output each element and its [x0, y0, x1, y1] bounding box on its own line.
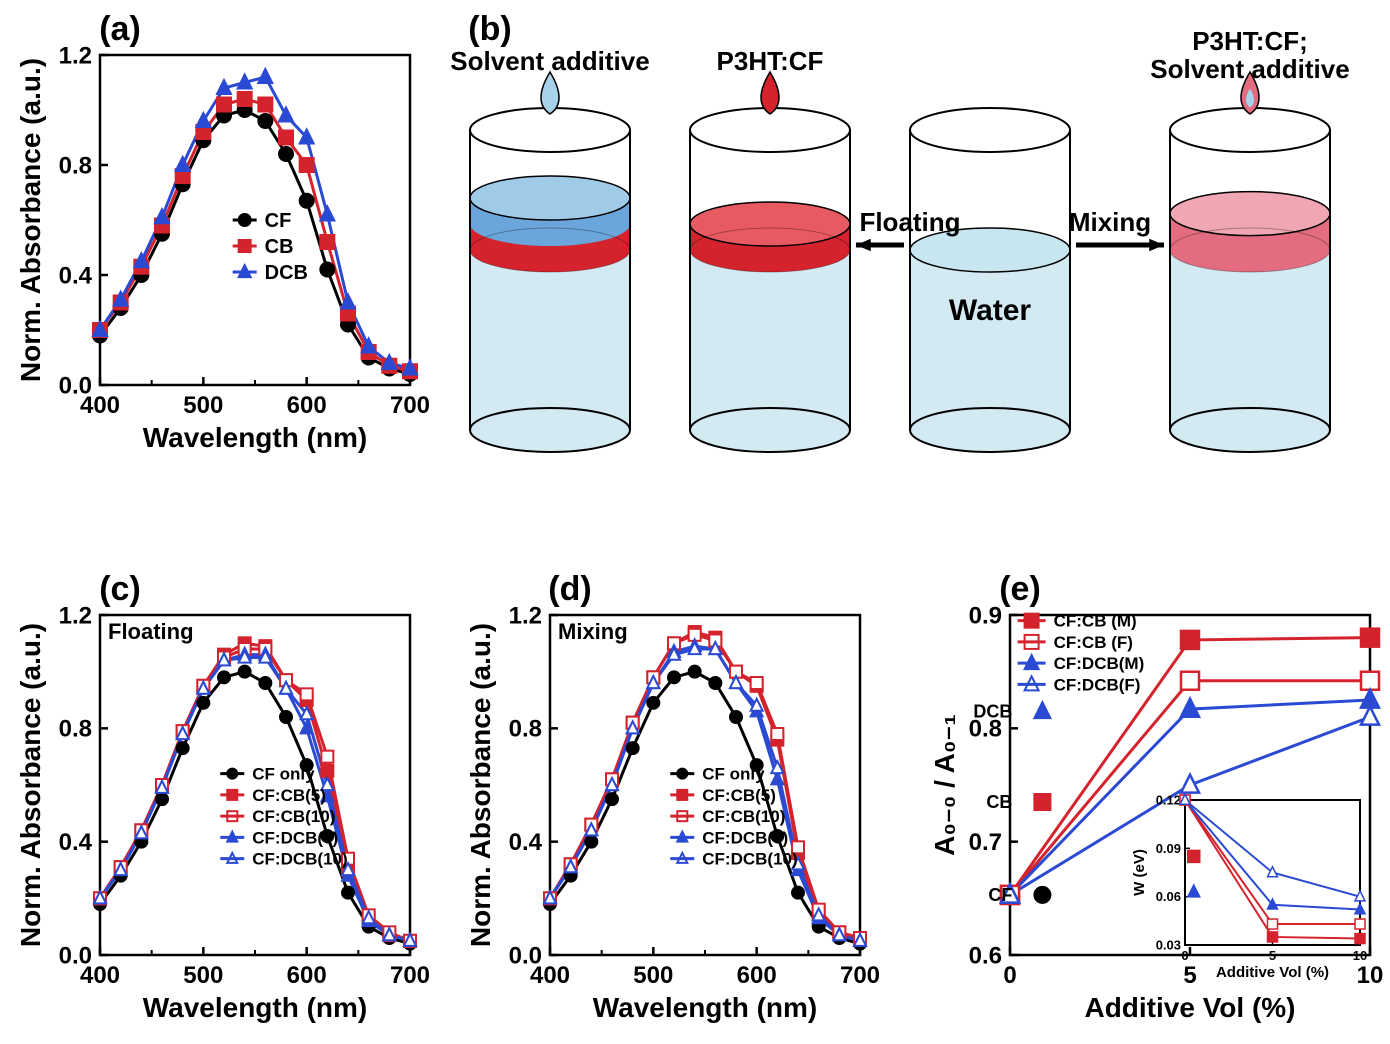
svg-text:5: 5 [1183, 962, 1196, 989]
svg-text:Solvent additive: Solvent additive [1150, 54, 1349, 84]
svg-text:10: 10 [1353, 948, 1367, 963]
svg-text:CB: CB [265, 236, 294, 258]
svg-text:Wavelength (nm): Wavelength (nm) [593, 992, 818, 1023]
svg-text:Wavelength (nm): Wavelength (nm) [143, 992, 368, 1023]
svg-text:0.7: 0.7 [969, 829, 1002, 856]
panel-a: (a)4005006007000.00.40.81.2Wavelength (n… [0, 0, 430, 470]
svg-text:CF: CF [265, 210, 292, 232]
svg-text:500: 500 [183, 392, 223, 419]
panel-a-svg: (a)4005006007000.00.40.81.2Wavelength (n… [0, 0, 430, 470]
svg-text:CF:CB (F): CF:CB (F) [1054, 633, 1133, 652]
panel-e-svg: (e)05100.60.70.80.9Additive Vol (%)A₀₋₀ … [910, 560, 1390, 1044]
svg-text:CB: CB [986, 792, 1012, 812]
svg-text:700: 700 [840, 962, 880, 989]
svg-text:700: 700 [390, 392, 430, 419]
svg-text:500: 500 [633, 962, 673, 989]
svg-text:0.6: 0.6 [969, 942, 1002, 969]
svg-text:1.2: 1.2 [59, 42, 92, 69]
panel-c-svg: (c)4005006007000.00.40.81.2Wavelength (n… [0, 560, 430, 1044]
svg-text:600: 600 [737, 962, 777, 989]
svg-text:W (eV): W (eV) [1131, 849, 1148, 896]
svg-text:DCB: DCB [973, 701, 1012, 721]
svg-text:0.4: 0.4 [509, 829, 543, 856]
svg-text:CF:DCB(10): CF:DCB(10) [252, 850, 347, 869]
panel-b-svg: (b)Solvent additiveP3HT:CFWaterP3HT:CF;S… [430, 0, 1390, 470]
svg-text:CF:CB(5): CF:CB(5) [702, 786, 776, 805]
svg-text:CF:DCB(M): CF:DCB(M) [1054, 654, 1145, 673]
svg-text:Water: Water [949, 294, 1032, 327]
svg-text:Mixing: Mixing [1069, 207, 1151, 237]
svg-text:CF:CB(10): CF:CB(10) [252, 807, 335, 826]
svg-text:10: 10 [1357, 962, 1384, 989]
svg-text:0.0: 0.0 [59, 372, 92, 399]
svg-text:P3HT:CF: P3HT:CF [717, 46, 824, 76]
svg-text:500: 500 [183, 962, 223, 989]
svg-text:CF only: CF only [252, 765, 315, 784]
svg-text:A₀₋₀ / A₀₋₁: A₀₋₀ / A₀₋₁ [929, 714, 960, 856]
svg-text:(e): (e) [999, 570, 1041, 608]
svg-text:0.06: 0.06 [1156, 889, 1181, 904]
svg-text:0.0: 0.0 [509, 942, 542, 969]
full-figure: (a)4005006007000.00.40.81.2Wavelength (n… [0, 0, 1390, 1044]
svg-text:0.09: 0.09 [1156, 841, 1181, 856]
svg-text:1.2: 1.2 [509, 602, 542, 629]
svg-text:CF:CB (M): CF:CB (M) [1054, 612, 1137, 631]
svg-text:CF:DCB(5): CF:DCB(5) [252, 828, 338, 847]
svg-text:CF: CF [988, 885, 1012, 905]
svg-text:CF only: CF only [702, 765, 765, 784]
svg-text:Mixing: Mixing [558, 619, 628, 644]
svg-text:Additive Vol (%): Additive Vol (%) [1216, 964, 1329, 981]
svg-text:0.9: 0.9 [969, 602, 1002, 629]
svg-text:Norm. Absorbance (a.u.): Norm. Absorbance (a.u.) [465, 623, 496, 947]
svg-text:0.8: 0.8 [59, 152, 92, 179]
panel-b: (b)Solvent additiveP3HT:CFWaterP3HT:CF;S… [430, 0, 1390, 470]
svg-text:(a): (a) [99, 10, 141, 48]
svg-text:600: 600 [287, 962, 327, 989]
svg-text:Floating: Floating [108, 619, 194, 644]
svg-text:0.8: 0.8 [509, 716, 542, 743]
svg-text:Solvent additive: Solvent additive [450, 46, 649, 76]
svg-text:(b): (b) [468, 10, 511, 48]
panel-d: (d)4005006007000.00.40.81.2Wavelength (n… [450, 560, 880, 1044]
svg-text:0.0: 0.0 [59, 942, 92, 969]
svg-text:Norm. Absorbance (a.u.): Norm. Absorbance (a.u.) [15, 623, 46, 947]
svg-text:0.12: 0.12 [1156, 793, 1181, 808]
svg-text:(c): (c) [99, 570, 141, 608]
svg-text:Floating: Floating [859, 207, 960, 237]
panel-d-svg: (d)4005006007000.00.40.81.2Wavelength (n… [450, 560, 880, 1044]
svg-text:Additive Vol (%): Additive Vol (%) [1084, 992, 1295, 1023]
svg-text:600: 600 [287, 392, 327, 419]
svg-text:Norm. Absorbance (a.u.): Norm. Absorbance (a.u.) [15, 58, 46, 382]
svg-text:CF:DCB(5): CF:DCB(5) [702, 828, 788, 847]
svg-text:5: 5 [1269, 948, 1276, 963]
svg-text:1.2: 1.2 [59, 602, 92, 629]
svg-text:Wavelength (nm): Wavelength (nm) [143, 422, 368, 453]
svg-text:CF:CB(10): CF:CB(10) [702, 807, 785, 826]
svg-text:(d): (d) [548, 570, 591, 608]
svg-text:0.4: 0.4 [59, 262, 93, 289]
svg-text:0.8: 0.8 [59, 716, 92, 743]
svg-text:0: 0 [1003, 962, 1016, 989]
panel-c: (c)4005006007000.00.40.81.2Wavelength (n… [0, 560, 430, 1044]
svg-text:DCB: DCB [265, 262, 308, 284]
svg-text:700: 700 [390, 962, 430, 989]
panel-e: (e)05100.60.70.80.9Additive Vol (%)A₀₋₀ … [910, 560, 1390, 1044]
svg-text:CF:DCB(10): CF:DCB(10) [702, 850, 797, 869]
svg-text:0.4: 0.4 [59, 829, 93, 856]
svg-text:0: 0 [1181, 948, 1188, 963]
svg-text:0.03: 0.03 [1156, 938, 1181, 953]
svg-text:CF:CB(5): CF:CB(5) [252, 786, 326, 805]
svg-text:CF:DCB(F): CF:DCB(F) [1054, 675, 1141, 694]
svg-text:P3HT:CF;: P3HT:CF; [1192, 26, 1308, 56]
